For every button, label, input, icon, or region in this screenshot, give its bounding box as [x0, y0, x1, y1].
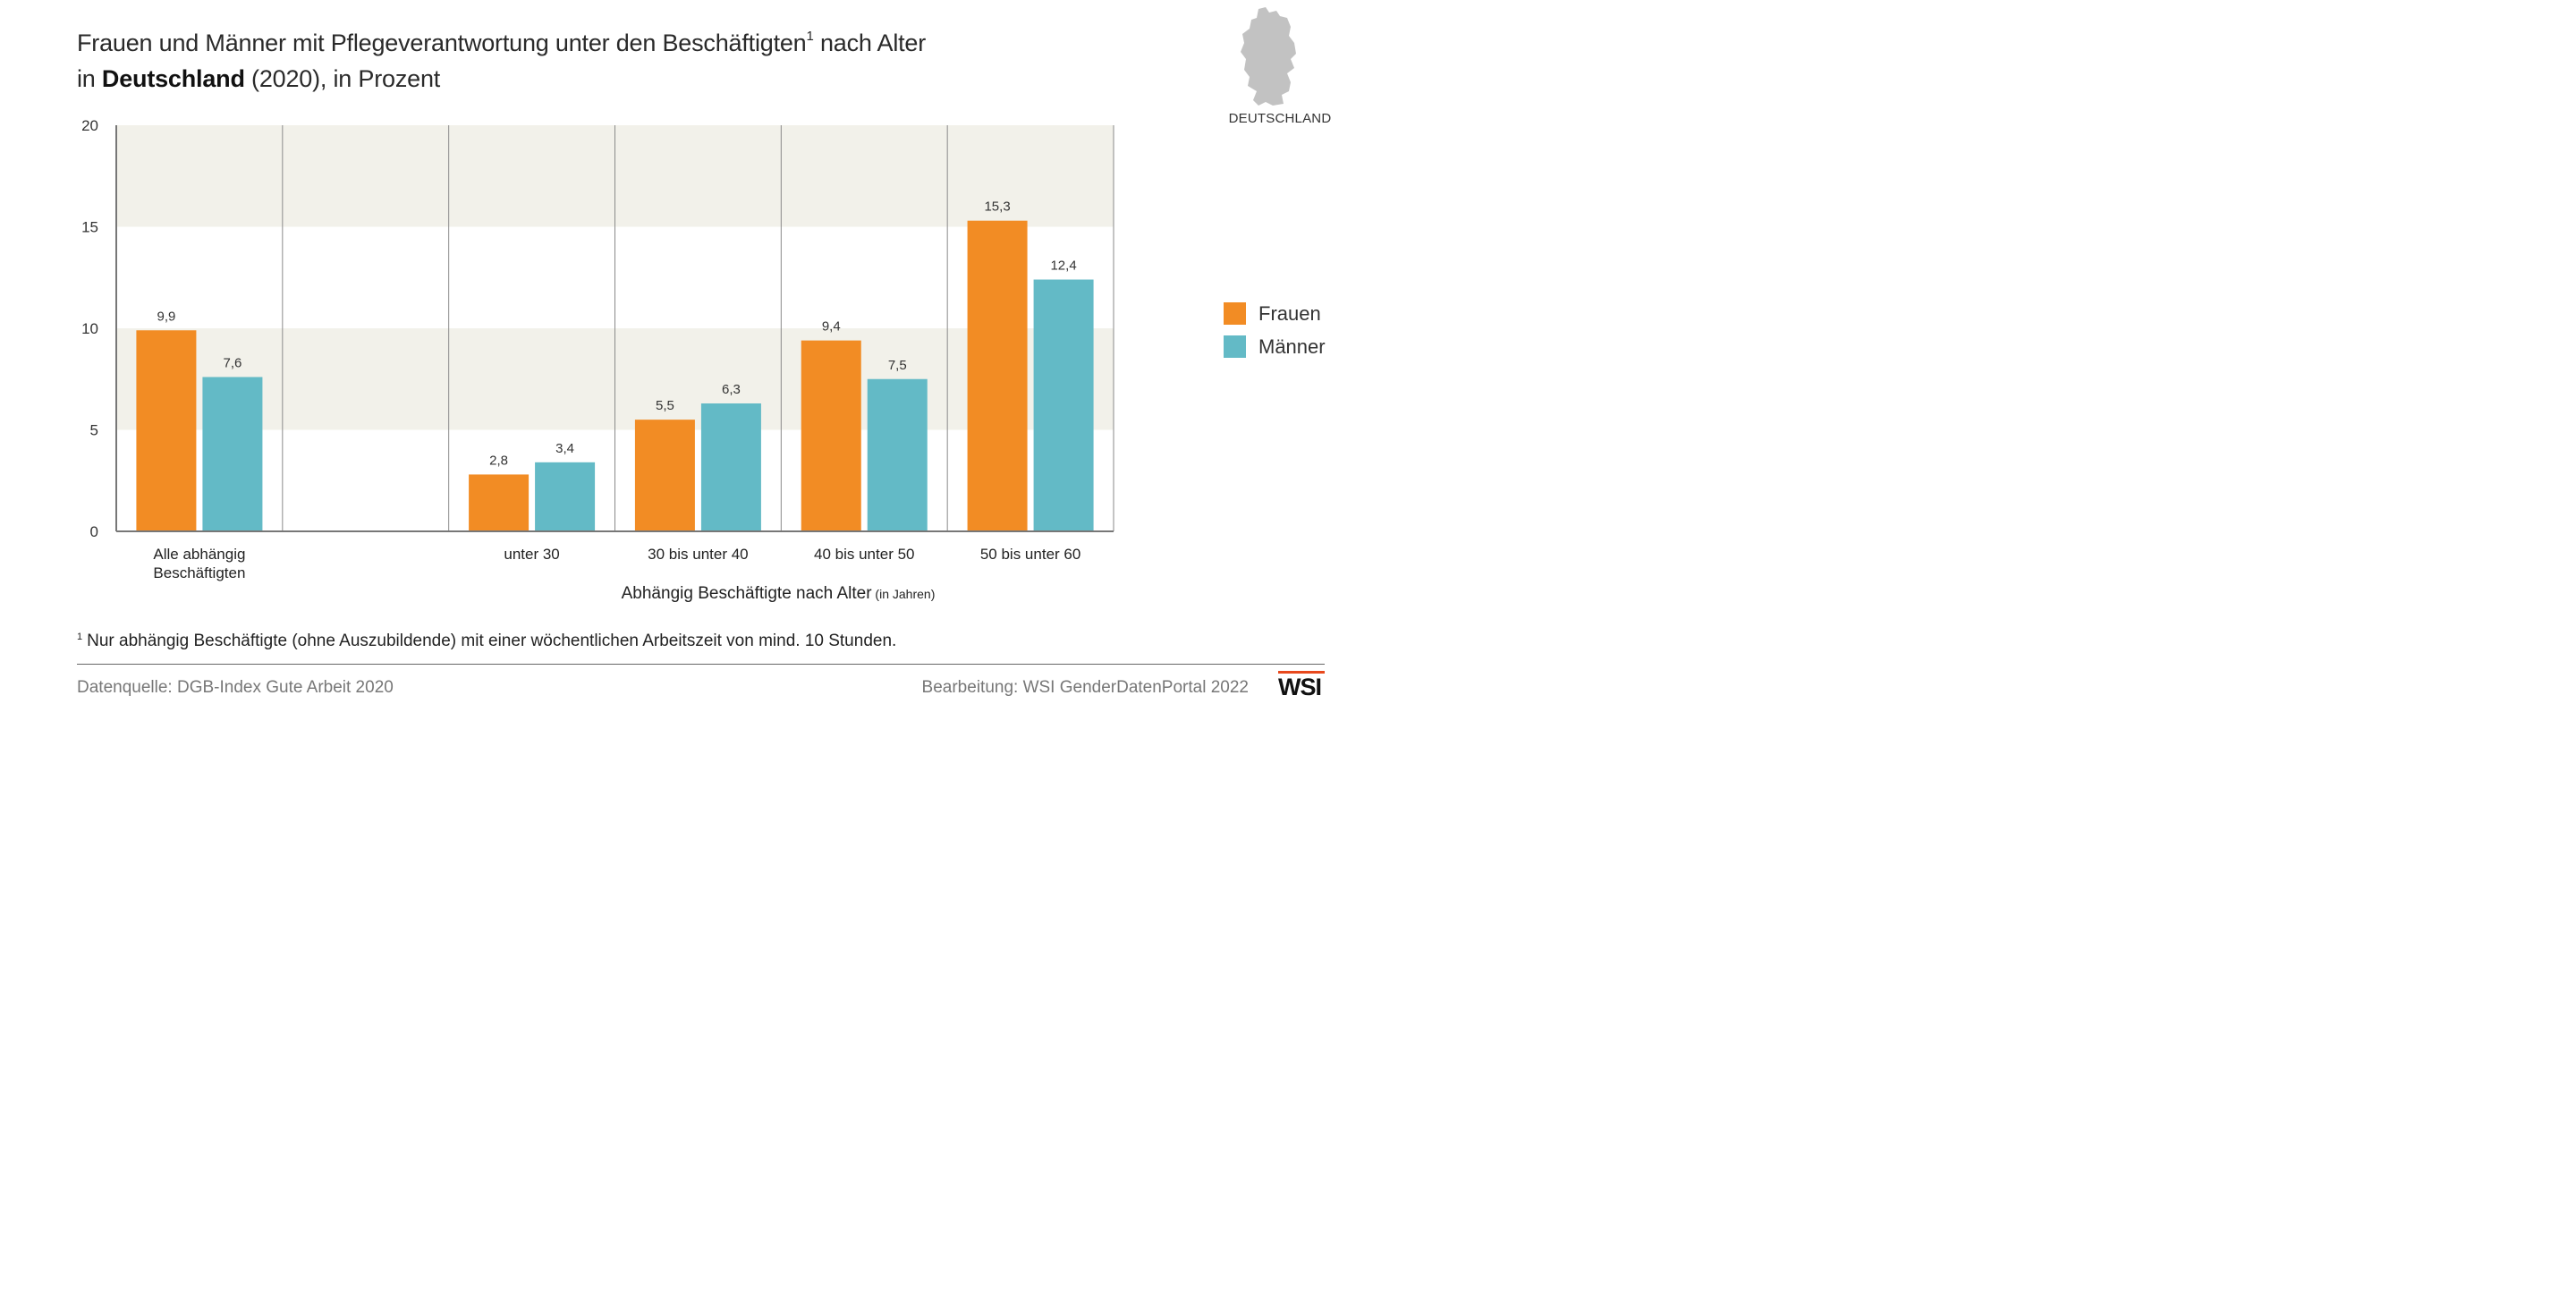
title-text-end: nach Alter [813, 30, 927, 56]
bar-frauen [469, 474, 530, 531]
bar-frauen [136, 330, 197, 531]
footnote-marker: 1 [806, 29, 814, 44]
title-line-2: in Deutschland (2020), in Prozent [77, 61, 926, 97]
legend-label-maenner: Männer [1258, 335, 1326, 358]
bar-chart: 9,9 2,8 5,5 9,4 15,3 7,6 3,4 6,3 7,5 12,4 0 5 10 15 20… [81, 117, 1114, 603]
x-tick-label: 30 bis unter 40 [648, 546, 748, 563]
y-tick-label: 10 [81, 320, 98, 337]
x-tick-label: 40 bis unter 50 [814, 546, 914, 563]
divider [77, 664, 1325, 665]
bar-frauen [634, 420, 695, 531]
x-axis-title: Abhängig Beschäftigte nach Alter (in Jah… [622, 584, 936, 603]
credit: Bearbeitung: WSI GenderDatenPortal 2022 [921, 678, 1249, 697]
y-tick-label: 0 [90, 523, 98, 540]
bar-maenner [202, 377, 263, 531]
data-source: Datenquelle: DGB-Index Gute Arbeit 2020 [77, 678, 394, 697]
data-label: 2,8 [489, 453, 508, 468]
data-label: 7,6 [223, 355, 242, 370]
x-tick-label: Alle abhängig Beschäftigten [153, 546, 245, 581]
title-country: Deutschland [101, 65, 245, 92]
legend: Frauen Männer [1224, 297, 1326, 363]
legend-item-maenner: Männer [1224, 330, 1326, 363]
logo-accent-bar [1278, 671, 1325, 674]
chart-title: Frauen und Männer mit Pflegeverantwortun… [77, 25, 926, 97]
title-text-suffix: (2020), in Prozent [244, 65, 441, 92]
y-tick-label: 20 [81, 117, 98, 134]
x-tick-label: 50 bis unter 60 [980, 546, 1080, 563]
legend-swatch-maenner [1224, 335, 1246, 358]
footnote-marker-ref: 1 [77, 632, 83, 642]
map-label: DEUTSCHLAND [1228, 111, 1332, 126]
title-line-1: Frauen und Männer mit Pflegeverantwortun… [77, 25, 926, 61]
data-label: 6,3 [722, 382, 741, 397]
legend-swatch-frauen [1224, 302, 1246, 325]
data-label: 15,3 [984, 199, 1010, 215]
legend-label-frauen: Frauen [1258, 301, 1321, 325]
y-tick-label: 5 [90, 422, 98, 439]
data-label: 9,4 [822, 319, 841, 335]
footnote: 1 Nur abhängig Beschäftigte (ohne Auszubi… [77, 632, 896, 651]
title-text: Frauen und Männer mit Pflegeverantwortun… [77, 30, 807, 56]
germany-map-icon [1241, 7, 1296, 106]
bar-maenner [700, 403, 761, 531]
y-tick-label: 15 [81, 219, 98, 236]
bar-maenner [1033, 279, 1094, 531]
wsi-logo: WSI [1278, 671, 1325, 703]
data-label: 5,5 [656, 398, 674, 413]
x-tick-label: unter 30 [504, 546, 559, 563]
bar-frauen [801, 340, 861, 531]
legend-item-frauen: Frauen [1224, 297, 1326, 330]
data-label: 3,4 [555, 441, 574, 456]
title-text-prefix: in [77, 65, 102, 92]
bar-maenner [535, 462, 596, 531]
logo-text: WSI [1278, 674, 1322, 700]
data-label: 9,9 [157, 309, 175, 324]
bar-frauen [967, 220, 1028, 531]
data-label: 12,4 [1050, 259, 1076, 274]
data-label: 7,5 [888, 358, 907, 373]
bar-maenner [867, 378, 928, 531]
footnote-text: Nur abhängig Beschäftigte (ohne Auszubil… [87, 632, 897, 650]
